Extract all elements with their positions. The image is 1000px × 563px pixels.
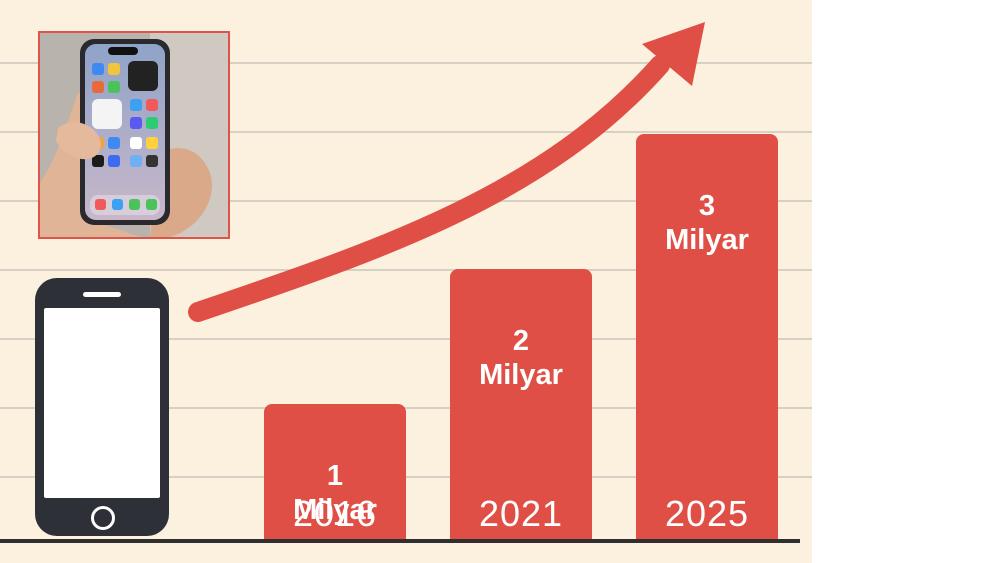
phone-speaker [83, 292, 121, 297]
gridline [0, 407, 812, 409]
bar-value-label: 1 Milyar [264, 459, 406, 527]
bar-value-number: 1 [326, 460, 344, 492]
bar-value-label: 2 Milyar [450, 324, 592, 392]
bar-value-number: 3 [698, 190, 716, 222]
infographic-canvas: 1 Milyar 2016 2 Milyar 2021 3 Milyar 2025 [0, 0, 812, 563]
bar-2016 [264, 404, 406, 539]
phone-home-button [91, 506, 115, 530]
x-axis-baseline [0, 539, 800, 543]
gridline [0, 200, 812, 202]
hand-holding-smartphone-photo [38, 31, 230, 239]
gridline [0, 131, 812, 133]
bar-value-unit: Milyar [665, 224, 749, 256]
gridline [0, 62, 812, 64]
x-tick-label: 2025 [664, 493, 750, 534]
x-tick-label: 2021 [478, 493, 564, 534]
bar-2025 [636, 134, 778, 539]
bar-value-number: 2 [512, 325, 530, 357]
bar-value-unit: Milyar [293, 494, 377, 526]
bar-value-unit: Milyar [479, 359, 563, 391]
gridline [0, 269, 812, 271]
gridline [0, 476, 812, 478]
gridline [0, 338, 812, 340]
smartphone-icon [35, 278, 169, 536]
phone-screen [44, 308, 160, 498]
upward-trend-arrow-icon [188, 22, 705, 322]
bar-2021 [450, 269, 592, 539]
x-tick-label: 2016 [292, 493, 378, 534]
photo-illustration [40, 33, 228, 237]
bar-value-label: 3 Milyar [636, 189, 778, 257]
